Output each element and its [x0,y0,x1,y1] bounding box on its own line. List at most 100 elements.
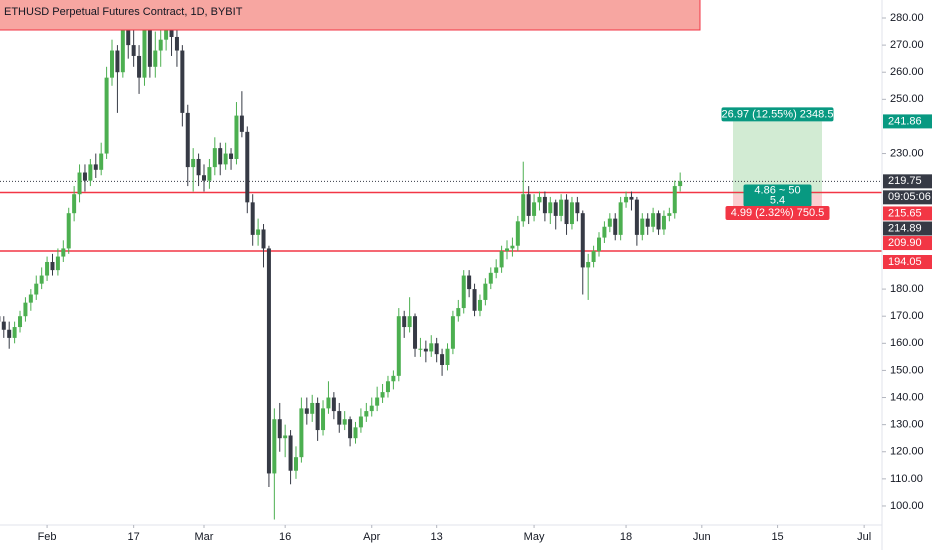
stop-label-bg [725,206,830,221]
y-tick-label: 170.00 [890,310,924,322]
candle-body [174,36,179,51]
candle-body [272,419,277,474]
candle-body [651,213,656,227]
stop-price-tag: 209.90 [888,237,922,249]
candle-body [461,275,466,309]
candle-body [321,408,326,431]
candle-body [602,226,607,238]
x-tick-label: Jul [857,531,871,543]
candle-body [613,218,618,235]
candle-body [542,196,547,214]
level-tag: 194.05 [888,256,922,268]
candle-body [434,343,439,355]
y-tick-label: 140.00 [890,391,924,403]
target-label: 26.97 (12.55%) 2348.5 [722,108,834,120]
candle-body [82,172,87,181]
candle-body [575,202,580,214]
candle-body [223,153,228,165]
x-tick-label: 16 [279,531,291,543]
candle-body [158,39,163,51]
candle-body [250,202,255,235]
y-tick-label: 160.00 [890,337,924,349]
stop-label: 4.99 (2.32%) 750.5 [731,207,825,219]
candle-body [402,316,407,328]
candle-body [358,416,363,428]
entry-price-tag-bg [883,221,932,236]
candle-body [672,186,677,214]
candle-body [548,202,553,214]
candle-body [196,158,201,176]
candle-body [645,218,650,227]
candle-body [440,354,445,366]
candle-body [391,375,396,382]
candle-body [239,115,244,132]
candle-body [229,153,234,159]
candle-body [629,196,634,200]
candle-body [277,419,282,439]
candle-body [55,256,60,271]
candle-body [28,294,33,303]
candle-body [39,275,44,284]
candle-body [61,248,66,257]
candle-body [131,45,136,56]
candle-body [153,50,158,67]
y-tick-label: 150.00 [890,364,924,376]
candle-body [23,302,28,317]
center-label: 5.4 [770,194,785,206]
candle-body [310,402,315,414]
candle-body [407,316,412,328]
candle-body [564,199,569,225]
resistance-zone [0,0,701,31]
x-tick-label: 13 [431,531,443,543]
candle-body [137,55,142,78]
target-price-tag-bg [883,114,932,129]
candle-body [418,348,423,350]
candle-body [201,175,206,181]
candle-body [423,348,428,352]
candle-body [348,419,353,439]
candle-body [245,131,250,203]
candle-body [445,348,450,366]
candle-body [304,408,309,414]
candle-body [634,199,639,235]
x-tick-label: Feb [38,531,57,543]
target-price-tag: 241.86 [888,115,922,127]
candle-body [12,327,17,338]
candle-body [7,329,12,338]
y-tick-label: 130.00 [890,419,924,431]
candle-body [515,221,520,246]
countdown-tag: 09:05:06 [888,191,931,203]
candle-body [115,50,120,73]
y-tick-label: 120.00 [890,446,924,458]
candle-body [499,251,504,268]
level-tag-bg [883,206,932,221]
candle-body [429,343,434,352]
y-tick-label: 110.00 [890,473,923,485]
candle-body [299,408,304,458]
candle-body [591,251,596,262]
candle-body [104,77,109,154]
candle-body [256,229,261,235]
candle-body [212,148,217,168]
y-tick-label: 100.00 [890,500,924,512]
candle-body [77,172,82,195]
candle-body [505,248,510,252]
candle-body [120,9,125,73]
candle-body [110,50,115,78]
last-price-tag-bg [883,174,932,189]
candle-body [337,411,342,425]
y-tick-label: 230.00 [890,147,924,159]
candle-body [488,272,493,284]
candle-body [380,392,385,398]
candle-body [1,321,6,330]
candle-body [266,248,271,474]
plot-area: 26.97 (12.55%) 2348.5 4.86 ~ 505.44.99 (2… [0,0,882,520]
candle-body [88,164,93,181]
candle-body [618,202,623,235]
x-tick-label: Jun [693,531,711,543]
x-tick-label: May [524,531,545,543]
candle-body [656,213,661,230]
last-price-tag: 219.75 [888,175,922,187]
candle-body [34,283,39,295]
